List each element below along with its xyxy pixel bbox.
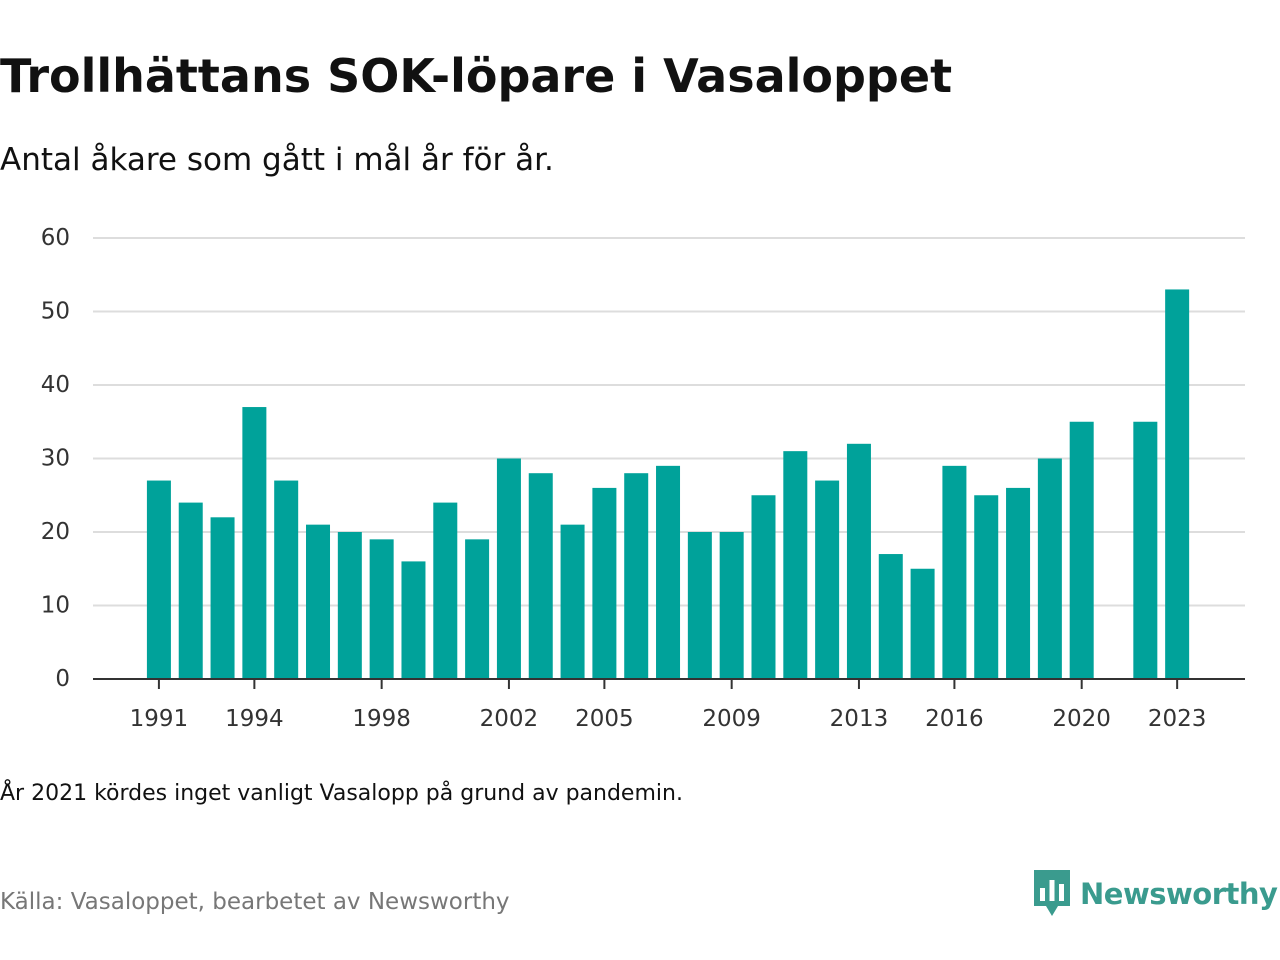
y-tick-label: 30 bbox=[41, 446, 70, 472]
bar-chart-speech-bubble-icon bbox=[1034, 870, 1070, 916]
y-tick-label: 0 bbox=[55, 666, 70, 692]
y-tick-label: 20 bbox=[41, 519, 70, 545]
y-axis-ticks: 0 10 20 30 40 50 60 bbox=[41, 225, 70, 692]
bar-1991 bbox=[146, 480, 171, 679]
x-tick-label: 2013 bbox=[830, 706, 889, 732]
x-tick-label: 2009 bbox=[702, 706, 761, 732]
y-tick-label: 10 bbox=[41, 593, 70, 619]
bar-2012 bbox=[815, 480, 840, 679]
brand-name: Newsworthy bbox=[1080, 877, 1278, 911]
bar-1994 bbox=[242, 407, 267, 679]
bar-2005 bbox=[592, 487, 617, 679]
x-tick-label: 1994 bbox=[225, 706, 284, 732]
chart-title: Trollhättans SOK-löpare i Vasaloppet bbox=[0, 49, 953, 103]
bar-1998 bbox=[369, 539, 394, 679]
bar-2006 bbox=[624, 473, 649, 679]
x-tick-label: 2023 bbox=[1148, 706, 1207, 732]
y-tick-label: 50 bbox=[41, 299, 70, 325]
bar-2018 bbox=[1006, 487, 1031, 679]
x-tick-label: 1991 bbox=[130, 706, 189, 732]
bar-2000 bbox=[433, 502, 458, 679]
bar-2013 bbox=[846, 443, 871, 679]
y-tick-label: 60 bbox=[41, 225, 70, 251]
bar-1993 bbox=[210, 517, 235, 679]
bar-2017 bbox=[974, 495, 999, 679]
bars bbox=[146, 289, 1190, 679]
bar-2009 bbox=[719, 532, 744, 679]
bar-2004 bbox=[560, 524, 585, 679]
bar-2001 bbox=[465, 539, 490, 679]
bar-1992 bbox=[178, 502, 203, 679]
bar-1995 bbox=[274, 480, 299, 679]
bar-2007 bbox=[656, 465, 681, 679]
bar-2014 bbox=[878, 554, 903, 679]
x-tick-label: 1998 bbox=[352, 706, 411, 732]
y-tick-label: 40 bbox=[41, 372, 70, 398]
bar-2011 bbox=[783, 451, 808, 679]
x-axis-ticks: 1991 1994 1998 2002 2005 2009 2013 2016 2020 2023 bbox=[130, 679, 1207, 732]
x-tick-label: 2020 bbox=[1052, 706, 1111, 732]
chart-note: År 2021 kördes inget vanligt Vasalopp på… bbox=[0, 781, 683, 806]
bar-2010 bbox=[751, 495, 776, 679]
bar-2015 bbox=[910, 568, 935, 679]
chart-subtitle: Antal åkare som gått i mål år för år. bbox=[0, 142, 554, 178]
bar-1997 bbox=[337, 532, 362, 679]
source-credit: Källa: Vasaloppet, bearbetet av Newswort… bbox=[0, 889, 510, 915]
bar-2016 bbox=[942, 465, 967, 679]
bar-2003 bbox=[528, 473, 553, 679]
x-tick-label: 2002 bbox=[480, 706, 539, 732]
bar-chart: 0 10 20 30 40 50 60 1991 1994 1998 2002 2005 2009 20… bbox=[41, 225, 1245, 732]
bar-2002 bbox=[496, 458, 521, 679]
x-tick-label: 2005 bbox=[575, 706, 634, 732]
bar-2019 bbox=[1037, 458, 1062, 679]
bar-1996 bbox=[306, 524, 331, 679]
bar-1999 bbox=[401, 561, 426, 679]
bar-2023 bbox=[1165, 289, 1190, 679]
bar-2020 bbox=[1069, 421, 1094, 679]
newsworthy-logo: Newsworthy bbox=[1032, 868, 1278, 920]
x-tick-label: 2016 bbox=[925, 706, 984, 732]
bar-2022 bbox=[1133, 421, 1158, 679]
bar-2008 bbox=[687, 532, 712, 679]
